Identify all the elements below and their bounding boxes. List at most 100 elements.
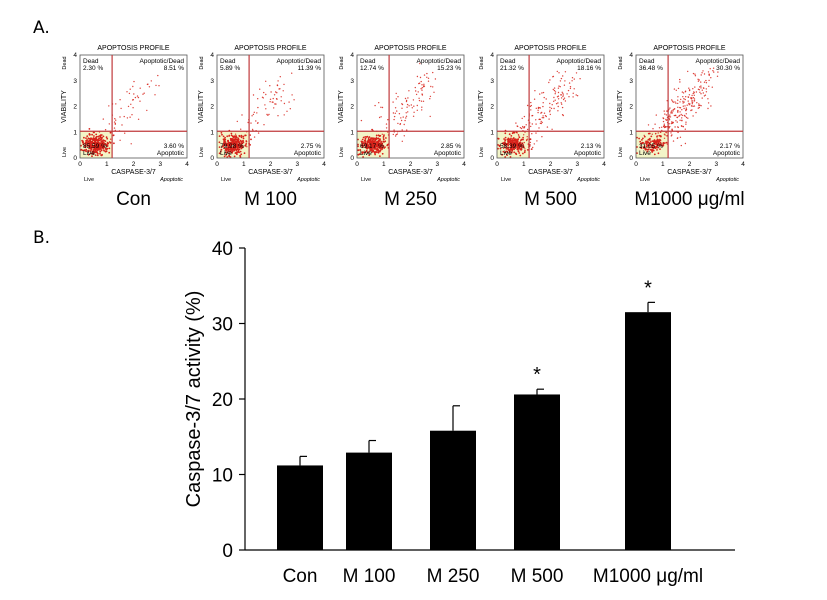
scatter-dot xyxy=(225,144,228,147)
scatter-dot xyxy=(255,120,257,122)
scatter-dot xyxy=(670,122,673,125)
scatter-dot xyxy=(257,98,259,100)
scatter-dot xyxy=(685,113,687,115)
quadrant-apoptotic-value: 2.85 % xyxy=(441,143,461,150)
scatter-dot xyxy=(97,139,99,141)
scatter-dot xyxy=(146,83,149,86)
scatter-dot xyxy=(691,99,693,102)
scatter-dot xyxy=(375,148,378,150)
scatter-dot xyxy=(426,72,428,75)
scatter-dot xyxy=(158,85,160,87)
scatter-dot xyxy=(665,131,667,133)
scatter-dot xyxy=(244,144,247,147)
scatter-dot xyxy=(498,145,501,148)
scatter-dot xyxy=(375,138,378,141)
scatter-dot xyxy=(703,81,706,83)
x-axis-label: CASPASE-3/7 xyxy=(388,169,433,176)
scatter-dot xyxy=(87,153,90,156)
scatter-dot xyxy=(526,136,528,138)
scatter-dot xyxy=(92,151,95,154)
scatter-dot xyxy=(429,95,432,98)
scatter-dot xyxy=(218,152,221,155)
scatter-dot xyxy=(155,84,157,87)
scatter-dot xyxy=(357,145,359,148)
scatter-dot xyxy=(539,93,541,95)
scatter-dot xyxy=(550,107,553,110)
scatter-dot xyxy=(538,118,540,121)
y-tick-label: 30 xyxy=(212,315,233,336)
scatter-dot xyxy=(251,128,254,131)
scatter-dot xyxy=(553,87,556,89)
x-axis-right-label: Apoptotic xyxy=(159,177,183,183)
scatter-dot xyxy=(658,127,661,129)
scatter-dot xyxy=(698,79,700,81)
scatter-dot xyxy=(421,87,423,89)
scatter-dot xyxy=(649,141,652,143)
scatter-dot xyxy=(525,124,527,126)
scatter-dot xyxy=(371,140,373,143)
scatter-dot xyxy=(226,156,229,158)
scatter-dot xyxy=(359,149,362,151)
scatter-dot xyxy=(504,139,507,141)
bar-0 xyxy=(277,465,323,550)
scatter-dot xyxy=(392,133,394,136)
scatter-dot xyxy=(516,141,518,144)
scatter-dot xyxy=(367,140,369,142)
quadrant-dead-value: 2.30 % xyxy=(83,65,103,72)
quadrant-dead-label: Dead xyxy=(220,58,236,65)
scatter-dot xyxy=(530,104,532,107)
scatter-dot xyxy=(408,90,410,92)
scatter-dot xyxy=(95,141,98,144)
scatter-dot xyxy=(561,91,563,94)
scatter-dot xyxy=(530,101,532,104)
scatter-dot xyxy=(89,133,91,136)
scatter-dot xyxy=(662,117,664,119)
x-axis-label: CASPASE-3/7 xyxy=(248,169,293,176)
scatter-dot xyxy=(251,115,253,117)
scatter-dot xyxy=(677,87,680,90)
x-tick-label: 0 xyxy=(634,161,638,168)
scatter-dot xyxy=(553,89,556,92)
scatter-dot xyxy=(91,155,93,158)
scatter-dot xyxy=(695,91,698,93)
scatter-dot xyxy=(519,148,522,151)
scatter-dot xyxy=(119,139,121,141)
scatter-dot xyxy=(659,141,662,144)
scatter-dot xyxy=(234,140,237,143)
scatter-dot xyxy=(564,71,567,73)
scatter-dot xyxy=(234,145,237,148)
scatter-dot xyxy=(504,156,507,158)
y-tick-label: 0 xyxy=(629,155,633,162)
scatter-dot xyxy=(82,141,85,144)
scatter-dot xyxy=(380,147,383,149)
scatter-dot xyxy=(685,96,687,98)
scatter-dot xyxy=(535,132,537,134)
quadrant-apoptotic-dead-label: Apoptotic/Dead xyxy=(557,58,602,65)
scatter-dot xyxy=(639,146,642,149)
scatter-dot xyxy=(698,103,700,105)
scatter-dot xyxy=(561,103,563,105)
scatter-dot xyxy=(569,86,572,88)
scatter-dot xyxy=(664,126,666,128)
scatter-dot xyxy=(403,135,405,137)
scatter-dot xyxy=(522,152,524,155)
scatter-dot xyxy=(702,87,705,89)
scatter-dot xyxy=(517,138,520,140)
scatter-dot xyxy=(231,135,234,138)
scatter-dot xyxy=(81,149,84,152)
scatter-dot xyxy=(569,87,572,90)
scatter-dot xyxy=(252,113,255,116)
scatter-dot xyxy=(154,94,156,96)
scatter-dot xyxy=(87,149,90,152)
scatter-dot xyxy=(228,152,230,155)
scatter-dot xyxy=(222,145,225,147)
scatter-dot xyxy=(373,143,376,146)
scatter-dot xyxy=(564,100,567,102)
scatter-dot xyxy=(529,105,532,108)
scatter-dot xyxy=(535,123,537,125)
scatter-dot xyxy=(239,150,242,153)
scatter-dot xyxy=(561,114,564,116)
scatter-dot xyxy=(263,91,265,94)
scatter-dot xyxy=(280,96,282,98)
